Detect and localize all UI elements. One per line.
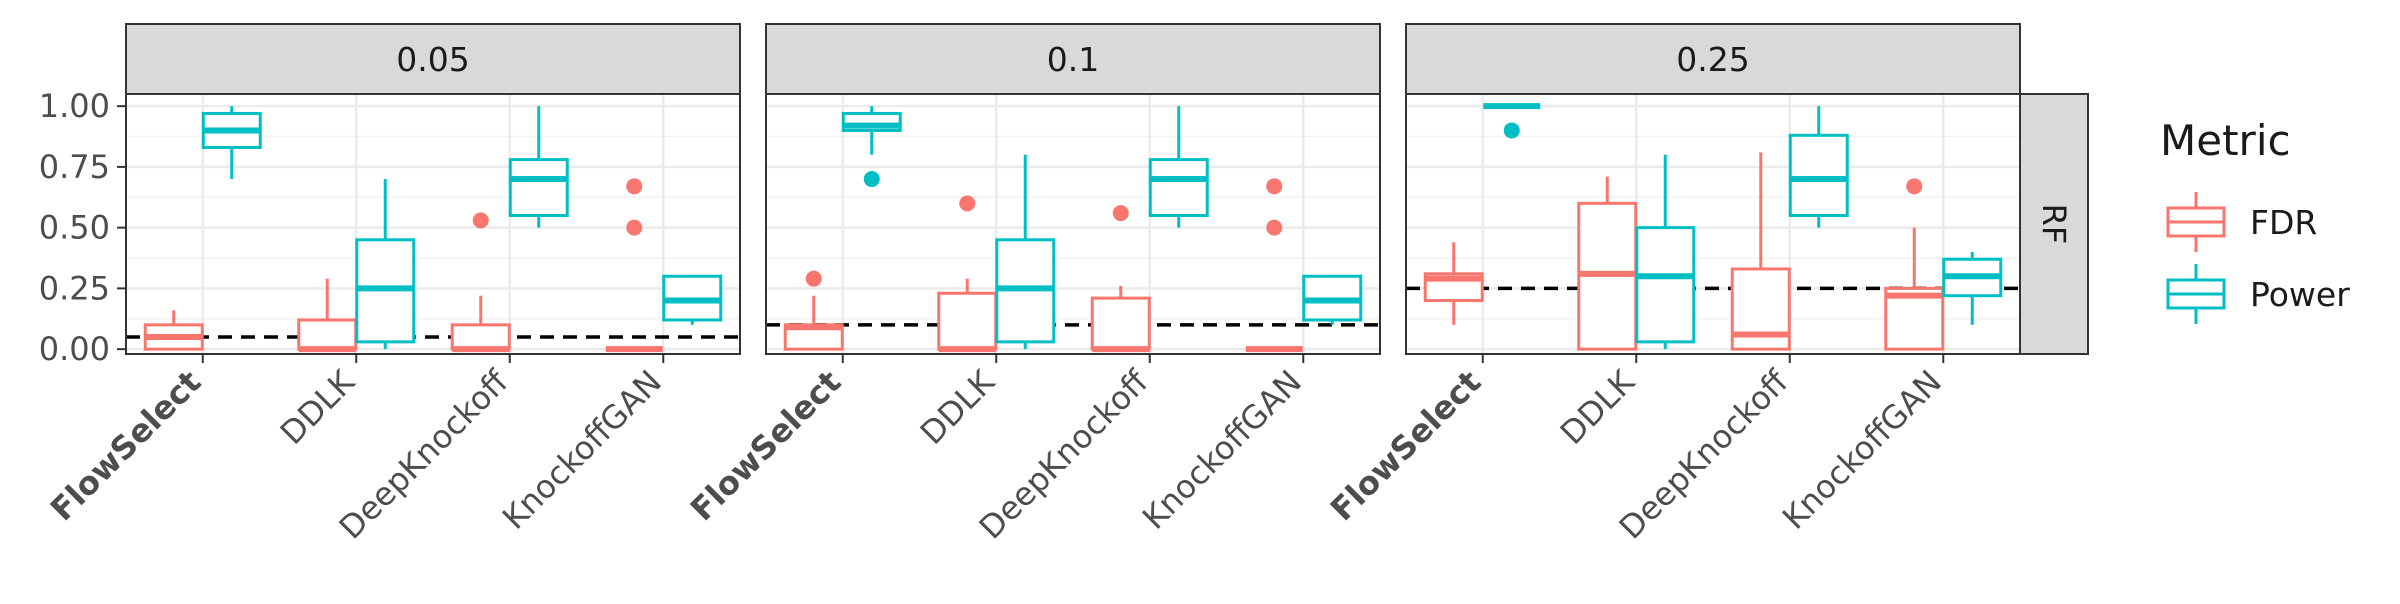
legend-entry-label: Power — [2250, 275, 2350, 314]
x-tick-label: KnockoffGAN — [495, 363, 669, 537]
facet-label: 0.1 — [1047, 40, 1099, 79]
box-fdr — [450, 323, 511, 351]
outlier-point-fdr — [1112, 205, 1129, 222]
box-power — [508, 158, 569, 217]
box-power — [1788, 133, 1849, 217]
legend-title: Metric — [2160, 116, 2291, 165]
x-tick-label: DDLK — [1553, 362, 1643, 452]
x-tick-label: KnockoffGAN — [1135, 363, 1309, 537]
outlier-point-fdr — [805, 270, 822, 287]
box-fdr — [297, 318, 358, 351]
outlier-point-power — [1503, 122, 1520, 139]
outlier-point-fdr — [1906, 178, 1923, 195]
facet-label: 0.25 — [1676, 40, 1749, 79]
row-strip-label: RF — [2035, 204, 2073, 245]
facet-strip — [125, 23, 741, 95]
x-tick-label: DDLK — [273, 362, 363, 452]
box-power — [1148, 158, 1209, 217]
facet-label: 0.05 — [396, 40, 469, 79]
outlier-point-fdr — [1266, 178, 1283, 195]
outlier-point-power — [863, 171, 880, 188]
facet-strip — [765, 23, 1381, 95]
y-tick-label: 1.00 — [39, 87, 110, 125]
y-tick-label: 0.00 — [39, 330, 110, 368]
y-tick-label: 0.25 — [39, 269, 110, 307]
outlier-point-fdr — [472, 212, 489, 229]
x-tick-label: FlowSelect — [43, 363, 209, 529]
outlier-point-fdr — [626, 219, 643, 236]
box-power — [1635, 226, 1696, 344]
x-tick-label: FlowSelect — [683, 363, 849, 529]
box-fdr — [937, 291, 998, 351]
outlier-point-fdr — [959, 195, 976, 212]
y-tick-label: 0.50 — [39, 209, 110, 247]
x-tick-label: DDLK — [913, 362, 1003, 452]
box-fdr — [1090, 296, 1151, 351]
facet-strip — [1405, 23, 2021, 95]
outlier-point-fdr — [1266, 219, 1283, 236]
y-tick-label: 0.75 — [39, 148, 110, 186]
row-strip — [2019, 93, 2089, 355]
x-tick-label: KnockoffGAN — [1775, 363, 1949, 537]
x-tick-label: FlowSelect — [1323, 363, 1489, 529]
legend-entry-label: FDR — [2250, 203, 2317, 242]
outlier-point-fdr — [626, 178, 643, 195]
panel-background — [766, 94, 1380, 354]
